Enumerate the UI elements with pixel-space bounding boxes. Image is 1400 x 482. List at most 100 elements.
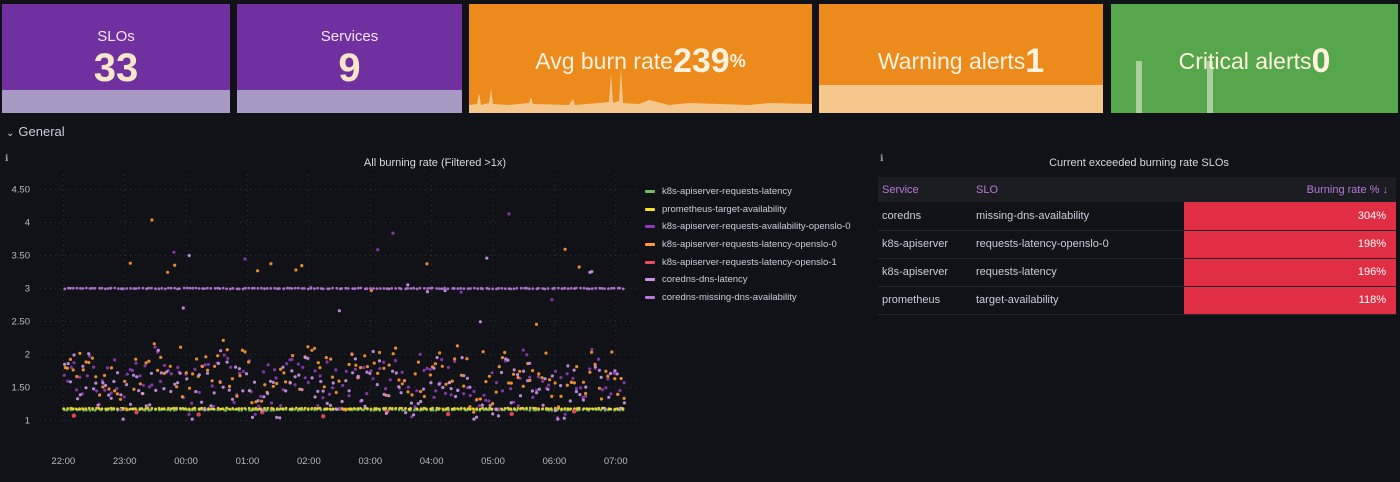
stat-panel-slos[interactable]: SLOs 33 <box>2 4 230 113</box>
data-point <box>212 391 216 395</box>
data-point <box>400 382 404 386</box>
data-point <box>191 372 195 376</box>
burn-rate-chart[interactable]: 4.50 4 3.50 3 2.50 2 1.50 1 22:00 23:00 00:00 01:00… <box>0 175 640 475</box>
column-header-slo[interactable]: SLO <box>972 177 1184 202</box>
stat-panel-warning-alerts[interactable]: Warning alerts1 <box>819 4 1103 113</box>
legend-item[interactable]: prometheus-target-availability <box>645 201 851 219</box>
data-point <box>566 287 570 291</box>
data-point <box>294 268 298 272</box>
data-point <box>353 357 357 361</box>
legend-item[interactable]: coredns-missing-dns-availability <box>645 289 851 307</box>
data-point <box>500 389 505 393</box>
data-point <box>455 344 459 348</box>
data-point <box>363 354 367 358</box>
data-point <box>275 381 279 386</box>
data-point <box>562 416 566 420</box>
data-point <box>65 366 69 370</box>
data-point <box>190 417 194 421</box>
data-point <box>162 387 166 391</box>
data-point <box>163 287 167 291</box>
stat-value: 1 <box>1025 42 1045 80</box>
data-point <box>563 247 567 251</box>
data-point <box>197 390 201 394</box>
legend-item[interactable]: coredns-dns-latency <box>645 271 851 289</box>
table-panel-title: Current exceeded burning rate SLOs <box>1049 157 1229 169</box>
cell-service: coredns <box>878 202 972 231</box>
data-point <box>79 287 82 290</box>
data-point <box>593 362 597 366</box>
data-point <box>279 367 283 371</box>
data-point <box>156 348 160 352</box>
data-point <box>196 412 201 417</box>
data-point <box>238 374 242 378</box>
data-point <box>547 383 551 387</box>
data-point <box>450 407 454 411</box>
data-point <box>453 359 457 364</box>
data-point <box>565 372 569 376</box>
data-point <box>68 380 73 384</box>
data-point <box>92 387 96 391</box>
data-point <box>377 359 382 363</box>
data-point <box>266 391 270 396</box>
data-point <box>291 354 295 358</box>
data-point <box>506 406 510 410</box>
legend-item[interactable]: k8s-apiserver-requests-availability-open… <box>645 218 851 236</box>
data-point <box>413 405 417 409</box>
row-header-general[interactable]: ⌄ General <box>6 124 65 139</box>
legend-item[interactable]: k8s-apiserver-requests-latency-openslo-0 <box>645 236 851 254</box>
data-point <box>285 362 289 366</box>
data-point <box>71 407 75 411</box>
data-point <box>256 287 260 290</box>
data-point <box>173 286 177 290</box>
data-point <box>81 287 85 290</box>
data-point <box>170 407 173 410</box>
info-icon[interactable]: ℹ <box>5 153 9 163</box>
data-point <box>485 256 489 260</box>
data-point <box>610 286 613 290</box>
data-point <box>440 287 444 291</box>
data-point <box>613 369 617 373</box>
legend-item[interactable]: k8s-apiserver-requests-latency <box>645 183 851 201</box>
data-point <box>319 287 323 290</box>
legend-swatch <box>645 190 655 194</box>
data-point <box>158 379 163 383</box>
data-point <box>521 348 525 352</box>
data-point <box>71 368 75 372</box>
info-icon[interactable]: ℹ <box>880 153 884 163</box>
data-point <box>297 407 301 411</box>
data-point <box>388 406 392 410</box>
data-point <box>173 263 177 267</box>
stat-panel-services[interactable]: Services 9 <box>237 4 462 113</box>
column-header-burning-rate[interactable]: Burning rate % ↓ <box>1184 177 1396 202</box>
y-tick-label: 3.50 <box>12 250 31 261</box>
stat-title: Avg burn rate <box>535 48 673 74</box>
data-point <box>550 298 554 302</box>
chevron-down-icon[interactable]: ⌄ <box>6 128 15 139</box>
data-point <box>309 286 313 290</box>
data-point <box>574 386 579 391</box>
stat-panel-critical-alerts[interactable]: Critical alerts0 <box>1111 4 1398 113</box>
data-point <box>337 379 341 383</box>
data-point <box>550 374 554 378</box>
data-point <box>497 407 501 411</box>
stat-panel-avg-burn-rate[interactable]: Avg burn rate239% <box>469 4 812 113</box>
data-point <box>548 378 552 382</box>
data-point <box>84 360 88 364</box>
stat-title: Warning alerts <box>877 48 1026 74</box>
data-point <box>132 387 136 391</box>
cell-burning-rate: 196% <box>1184 258 1396 287</box>
data-point <box>104 407 108 411</box>
data-point <box>435 356 439 360</box>
data-point <box>313 369 317 373</box>
data-point <box>293 383 297 387</box>
legend-item[interactable]: k8s-apiserver-requests-latency-openslo-1 <box>645 253 851 271</box>
column-header-service[interactable]: Service <box>878 177 972 202</box>
data-point <box>594 286 598 290</box>
data-point <box>425 262 429 266</box>
data-point <box>556 286 560 290</box>
data-point <box>227 407 231 411</box>
data-point <box>244 372 249 376</box>
x-tick-label: 03:00 <box>358 456 382 467</box>
legend-swatch <box>645 278 655 282</box>
data-point <box>178 407 182 410</box>
